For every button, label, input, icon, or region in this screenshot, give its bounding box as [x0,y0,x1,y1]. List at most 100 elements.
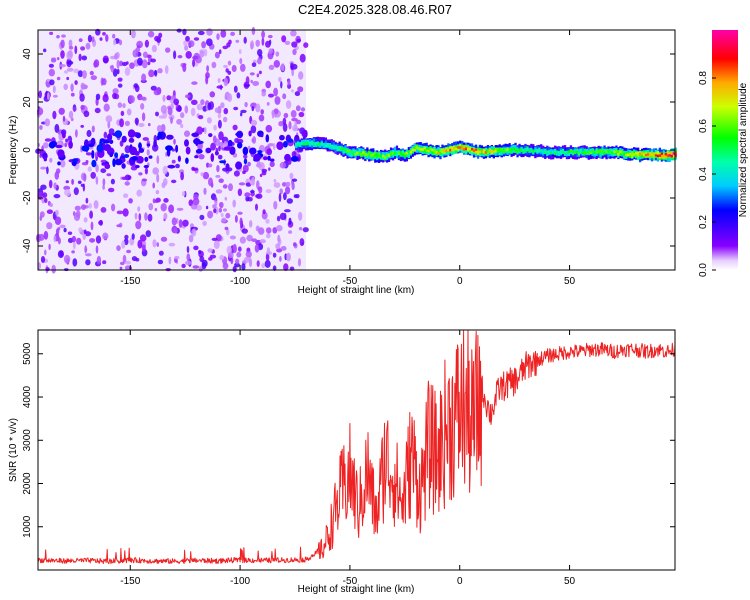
signal-cell [397,152,401,155]
signal-cell [623,153,626,156]
noise-blob [216,33,220,40]
noise-blob [192,59,196,68]
noise-blob [140,103,145,110]
noise-blob [186,246,190,253]
noise-blob [265,227,272,234]
signal-cell [512,147,515,150]
noise-blob [185,51,192,59]
noise-blob [297,258,302,267]
noise-blob [272,227,278,234]
signal-cell [589,148,592,154]
signal-cell [668,154,671,157]
noise-band-blob [72,158,79,163]
noise-blob [212,135,217,144]
signal-cell [603,152,606,155]
signal-cell [336,147,339,151]
noise-band-blob [110,152,114,157]
noise-blob [261,168,268,173]
signal-cell [548,151,551,154]
noise-blob [249,179,255,186]
signal-cell [372,153,375,156]
noise-blob [73,187,79,196]
noise-blob [158,32,163,39]
noise-blob [171,217,177,226]
signal-cell [376,153,379,156]
signal-cell [575,150,578,154]
signal-cell [500,148,503,151]
snr-series [37,330,676,565]
noise-blob [164,65,169,74]
signal-cell [674,151,677,157]
colorbar-gradient [712,30,738,270]
x-tick-label: -150 [120,276,140,287]
colorbar-label: Normalized spectral amplitude [738,82,749,217]
signal-cell [607,149,610,153]
noise-blob [156,125,163,133]
noise-blob [74,80,78,85]
noise-blob [279,212,287,221]
signal-cell [581,151,584,155]
x-tick-label: -50 [343,576,358,587]
signal-cell [534,149,537,153]
noise-blob [101,78,107,86]
noise-blob [91,36,95,43]
noise-blob [137,239,143,249]
noise-blob [272,252,277,258]
noise-blob [192,265,200,269]
signal-cell [356,151,359,155]
y-tick-label: 3000 [22,429,33,452]
noise-blob [192,55,199,60]
noise-blob [286,198,293,204]
x-tick-label: 50 [564,276,576,287]
signal-cell [573,148,576,154]
noise-blob [275,243,281,250]
noise-blob [262,209,266,215]
signal-cell [314,142,318,145]
signal-cell [498,149,501,152]
noise-blob [48,63,55,68]
noise-blob [243,256,251,263]
noise-blob [78,38,83,42]
noise-blob [223,77,228,87]
noise-blob [298,227,303,231]
noise-blob [58,107,65,115]
noise-blob [116,68,120,75]
noise-band-blob [107,133,113,142]
noise-blob [273,200,278,210]
signal-cell [591,149,594,153]
signal-cell [577,152,580,155]
snr-frame [37,329,676,571]
noise-blob [294,121,298,130]
noise-blob [59,250,64,257]
noise-blob [98,220,103,225]
signal-cell [508,148,511,151]
noise-blob [134,84,140,93]
signal-cell [629,153,632,156]
signal-cell [465,144,468,150]
signal-cell [476,151,480,154]
noise-blob [243,36,247,44]
signal-cell [524,149,527,153]
spectrogram-y-axis-label: Frequency (Hz) [8,116,19,185]
noise-blob [148,123,151,127]
signal-cell [338,148,341,152]
noise-blob [233,85,238,93]
signal-cell [449,148,452,152]
signal-cell [650,153,654,156]
noise-blob [90,221,94,231]
noise-band-blob [121,135,127,143]
noise-blob [105,34,109,42]
noise-blob [291,41,298,48]
noise-blob [276,225,283,232]
noise-blob [85,160,89,164]
signal-cell [304,142,308,146]
noise-blob [256,260,260,267]
noise-blob [156,173,160,183]
signal-cell [480,150,484,153]
noise-blob [241,228,248,234]
noise-blob [85,253,92,257]
noise-blob [250,40,255,50]
noise-blob [184,45,189,51]
noise-blob [144,212,148,221]
noise-blob [94,107,101,114]
